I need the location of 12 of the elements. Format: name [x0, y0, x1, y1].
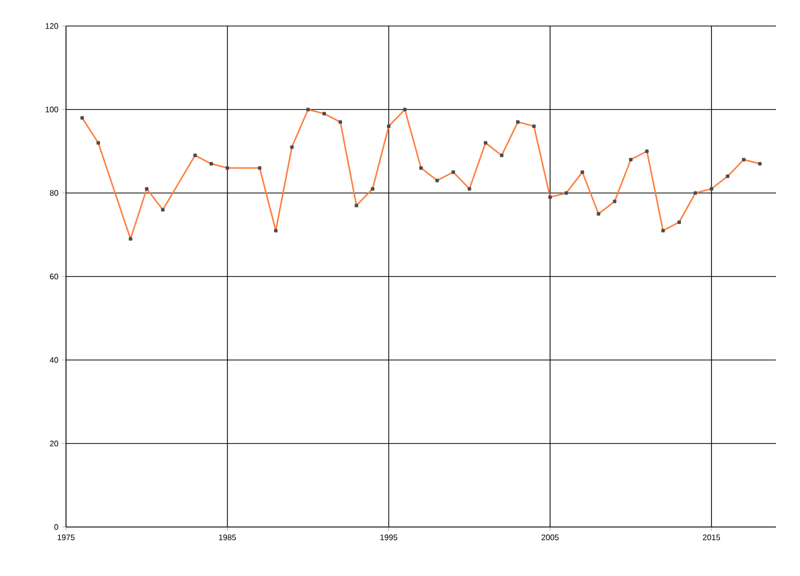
- y-tick-label: 40: [50, 357, 58, 363]
- y-tick-label: 60: [50, 274, 58, 280]
- x-tick-label: 1985: [219, 534, 236, 540]
- y-tick-label: 20: [50, 440, 58, 446]
- y-tick-label: 100: [46, 106, 58, 112]
- x-tick-label: 1995: [380, 534, 398, 540]
- x-tick-label: 2015: [702, 534, 720, 540]
- y-tick-label: 0: [54, 524, 58, 530]
- x-tick-label: 2005: [542, 534, 559, 540]
- x-tick-label: 1975: [58, 534, 75, 540]
- y-tick-label: 80: [50, 190, 58, 196]
- y-tick-label: 120: [46, 23, 58, 29]
